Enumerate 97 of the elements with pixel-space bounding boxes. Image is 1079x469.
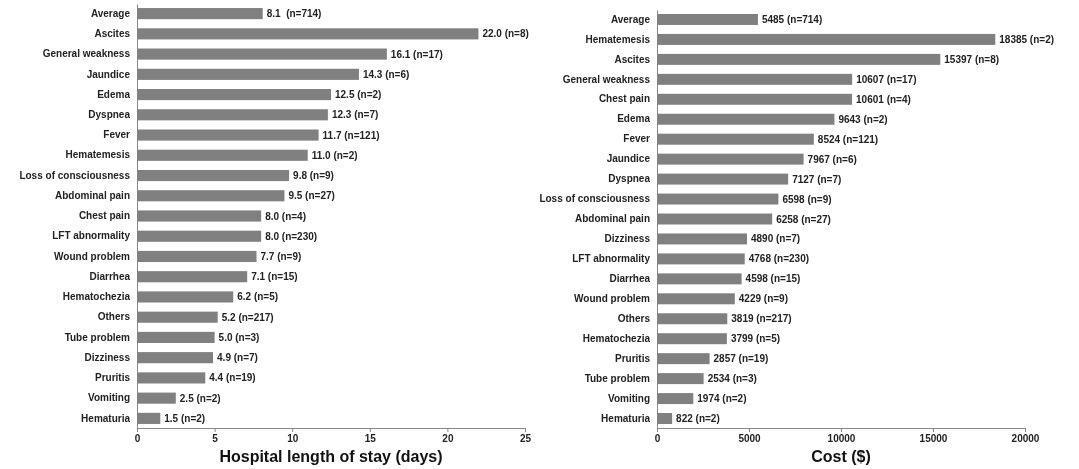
y-tick-label: LFT abnormality [52,230,131,242]
x-tick-label: 0 [654,433,661,445]
y-tick-label: Ascites [614,53,651,65]
y-tick-label: Tube problem [64,331,131,343]
x-tick-label: 5 [212,433,219,445]
y-tick-label: Ascites [94,28,131,40]
data-label: 4.4 (n=19) [209,372,256,384]
x-tick-label: 0 [134,433,141,445]
y-tick-label: Wound problem [574,293,651,305]
data-label: 3799 (n=5) [730,333,781,345]
data-label: 4768 (n=230) [748,253,810,265]
data-label: 12.5 (n=2) [335,89,382,101]
x-tick-label: 15000 [919,433,948,445]
y-tick-label: Abdominal pain [55,189,130,201]
y-tick-label: Vomiting [607,392,650,404]
data-label: 9.8 (n=9) [293,170,334,182]
y-tick-label: Chest pain [598,93,650,105]
y-tick-label: Dizziness [604,233,651,245]
data-label: 10601 (n=4) [856,93,911,105]
data-label: 1974 (n=2) [697,393,747,405]
data-label: 22.0 (n=8) [482,28,529,40]
data-label: 2.5 (n=2) [179,392,221,404]
x-tick-label: 5000 [738,433,762,445]
y-tick-label: Average [610,13,651,25]
y-tick-label: Edema [617,113,651,125]
data-label: 7967 (n=6) [807,153,857,165]
y-tick-label: Hematochezia [582,332,651,344]
y-tick-label: General weakness [562,73,651,85]
data-label: 6258 (n=27) [776,213,831,225]
y-tick-label: Pruritis [614,352,651,364]
y-tick-label: Diarrhea [89,270,131,282]
data-label: 4.9 (n=7) [217,352,258,364]
x-axis-title: Hospital length of stay (days) [219,448,443,465]
y-tick-label: Others [617,312,651,324]
x-tick-label: 20000 [1011,433,1040,445]
data-label: 7.1 (n=15) [251,271,298,283]
data-label: 10607 (n=17) [856,73,917,85]
data-label: 6.2 (n=5) [237,291,279,303]
y-tick-label: Loss of consciousness [539,193,651,205]
data-label: 2857 (n=19) [713,353,769,365]
data-label: 15397 (n=8) [944,53,1000,65]
data-label: 8524 (n=121) [817,133,879,145]
y-tick-label: Fever [103,129,131,141]
data-label: 18385 (n=2) [999,33,1055,45]
y-tick-label: Abdominal pain [575,213,650,225]
data-label: 11.7 (n=121) [322,129,380,141]
x-tick-label: 10000 [827,433,856,445]
data-label: 8.0 (n=4) [265,210,307,222]
data-label: 4598 (n=15) [745,273,801,285]
y-tick-label: Average [90,7,131,19]
data-label: 7.7 (n=9) [260,250,302,262]
data-label: 11.0 (n=2) [311,149,358,161]
data-label: 16.1 (n=17) [390,48,443,60]
y-tick-label: Hematuria [81,412,131,424]
data-label: 4229 (n=9) [738,293,789,305]
y-tick-label: General weakness [42,48,131,60]
x-tick-label: 15 [364,433,377,445]
y-tick-label: Loss of consciousness [19,169,131,181]
y-tick-label: Hematemesis [65,149,131,161]
data-label: 2534 (n=3) [707,373,757,385]
data-label: 14.3 (n=6) [362,68,410,80]
y-tick-label: Diarrhea [609,273,651,285]
y-tick-label: Chest pain [78,210,130,222]
data-label: 3819 (n=217) [731,313,792,325]
data-label: 5.0 (n=3) [218,331,260,343]
data-label: 8.0 (n=230) [265,230,318,242]
y-tick-label: Tube problem [584,372,651,384]
data-label: 8.1 (n=714) [266,8,322,20]
y-tick-label: Hematochezia [62,291,131,303]
y-tick-label: Vomiting [87,392,130,404]
x-axis-title: Cost ($) [811,448,871,465]
data-label: 9643 (n=2) [838,113,888,125]
y-tick-label: Pruritis [94,372,131,384]
y-tick-label: Dizziness [84,351,131,363]
x-tick-label: 25 [519,433,532,445]
y-tick-label: Dyspnea [608,173,651,185]
data-label: 9.5 (n=27) [288,190,335,202]
data-label: 5.2 (n=217) [221,311,274,323]
data-label: 822 (n=2) [676,413,720,425]
data-label: 4890 (n=7) [750,233,801,245]
y-tick-label: Hematemesis [585,33,651,45]
y-tick-label: Jaundice [606,153,651,165]
data-label: 1.5 (n=2) [164,412,206,424]
x-tick-label: 10 [287,433,299,445]
data-label: 7127 (n=7) [792,173,842,185]
y-tick-label: Dyspnea [88,109,131,121]
x-tick-label: 20 [442,433,454,445]
data-label: 5485 (n=714) [761,13,823,25]
y-tick-label: LFT abnormality [572,253,651,265]
y-tick-label: Fever [623,133,651,145]
data-label: 6598 (n=9) [782,193,832,205]
y-tick-label: Hematuria [601,412,651,424]
y-tick-label: Edema [97,88,131,100]
y-tick-label: Jaundice [86,68,131,80]
y-tick-label: Others [97,311,131,323]
data-label: 12.3 (n=7) [331,109,379,121]
y-tick-label: Wound problem [54,250,131,262]
